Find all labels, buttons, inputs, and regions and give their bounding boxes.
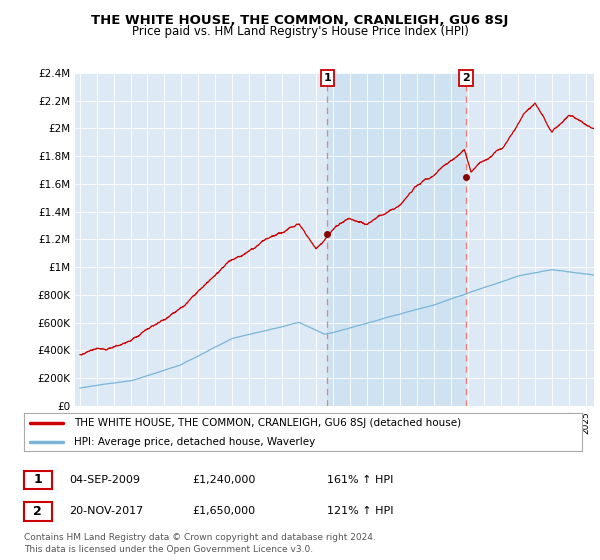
Text: Price paid vs. HM Land Registry's House Price Index (HPI): Price paid vs. HM Land Registry's House … (131, 25, 469, 38)
Text: £1,240,000: £1,240,000 (192, 475, 256, 485)
Text: 2: 2 (462, 73, 470, 83)
Text: 121% ↑ HPI: 121% ↑ HPI (327, 506, 394, 516)
Text: £1,650,000: £1,650,000 (192, 506, 255, 516)
Text: 2: 2 (34, 505, 42, 518)
Text: THE WHITE HOUSE, THE COMMON, CRANLEIGH, GU6 8SJ (detached house): THE WHITE HOUSE, THE COMMON, CRANLEIGH, … (74, 418, 461, 428)
Text: 1: 1 (323, 73, 331, 83)
Bar (327, 73, 466, 406)
Text: Contains HM Land Registry data © Crown copyright and database right 2024.
This d: Contains HM Land Registry data © Crown c… (24, 533, 376, 554)
Text: THE WHITE HOUSE, THE COMMON, CRANLEIGH, GU6 8SJ: THE WHITE HOUSE, THE COMMON, CRANLEIGH, … (91, 14, 509, 27)
Text: 161% ↑ HPI: 161% ↑ HPI (327, 475, 394, 485)
Text: 04-SEP-2009: 04-SEP-2009 (69, 475, 140, 485)
Text: 20-NOV-2017: 20-NOV-2017 (69, 506, 143, 516)
Text: HPI: Average price, detached house, Waverley: HPI: Average price, detached house, Wave… (74, 437, 316, 447)
Text: 1: 1 (34, 473, 42, 487)
